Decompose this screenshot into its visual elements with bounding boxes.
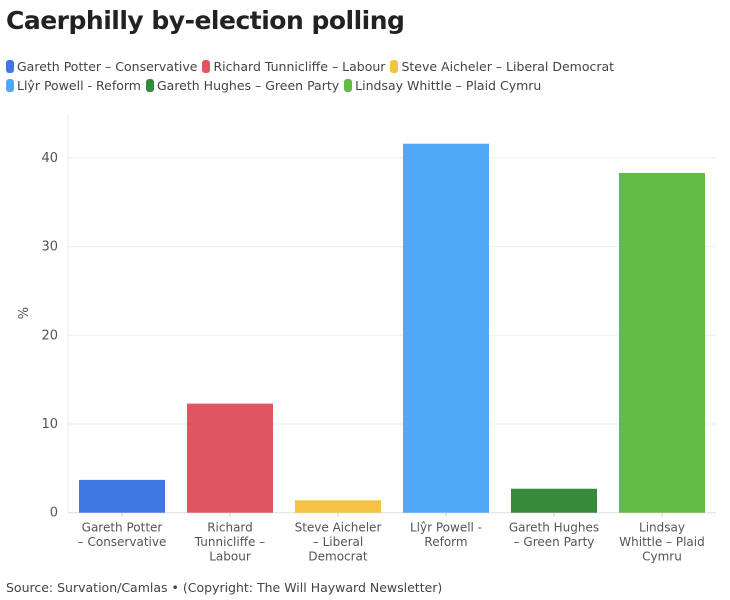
x-tick-label: Democrat: [308, 550, 368, 564]
x-tick-label: Cymru: [642, 550, 682, 564]
legend-swatch: [6, 79, 14, 92]
legend-label: Steve Aicheler – Liberal Democrat: [401, 59, 615, 74]
source-note: Source: Survation/Camlas • (Copyright: T…: [6, 580, 443, 595]
x-tick-label: Steve Aicheler: [295, 521, 382, 535]
legend-swatch: [390, 60, 399, 73]
legend-label: Gareth Hughes – Green Party: [156, 78, 340, 93]
y-tick-label: 0: [50, 506, 58, 521]
bar: [295, 500, 381, 513]
bar: [511, 488, 597, 513]
x-tick-label: – Green Party: [514, 535, 595, 549]
legend-item: Richard Tunnicliffe – Labour: [202, 57, 385, 76]
bar: [187, 403, 273, 513]
x-tick-label: Tunnicliffe –: [194, 535, 265, 549]
legend-item: Llŷr Powell - Reform: [6, 76, 141, 95]
legend-label: Llŷr Powell - Reform: [17, 78, 141, 93]
legend: Gareth Potter – Conservative Richard Tunn…: [6, 57, 706, 95]
legend-item: Gareth Hughes – Green Party: [145, 76, 340, 95]
x-tick-label: – Liberal: [313, 535, 363, 549]
x-tick-label: Gareth Potter: [82, 521, 163, 535]
chart-title: Caerphilly by-election polling: [6, 6, 405, 35]
legend-swatch: [344, 79, 353, 92]
y-tick-label: 10: [41, 417, 58, 432]
legend-swatch: [6, 60, 14, 73]
bar: [79, 479, 165, 513]
legend-item: Lindsay Whittle – Plaid Cymru: [344, 76, 541, 95]
legend-swatch: [202, 60, 211, 73]
bar: [619, 172, 705, 513]
legend-label: Lindsay Whittle – Plaid Cymru: [355, 78, 542, 93]
legend-label: Gareth Potter – Conservative: [17, 59, 198, 74]
x-tick-label: Reform: [424, 535, 467, 549]
x-tick-label: Richard: [207, 521, 253, 535]
y-tick-label: 40: [41, 151, 58, 166]
x-tick-label: Gareth Hughes: [509, 521, 599, 535]
x-tick-label: Llŷr Powell -: [410, 521, 482, 535]
bar-chart: 0 10 20 30 40% Gareth Potter– Conservative Ric…: [17, 114, 716, 564]
legend-label: Richard Tunnicliffe – Labour: [213, 59, 386, 74]
legend-item: Steve Aicheler – Liberal Democrat: [390, 57, 614, 76]
x-tick-label: Lindsay: [639, 521, 685, 535]
x-tick-label: Labour: [209, 550, 251, 564]
bar: [403, 143, 489, 513]
legend-swatch: [145, 79, 154, 92]
x-tick-label: – Conservative: [78, 535, 167, 549]
y-axis-label: %: [17, 307, 32, 319]
y-tick-label: 30: [41, 240, 58, 255]
x-tick-label: Whittle – Plaid: [619, 535, 704, 549]
legend-item: Gareth Potter – Conservative: [6, 57, 197, 76]
y-tick-label: 20: [41, 328, 58, 343]
